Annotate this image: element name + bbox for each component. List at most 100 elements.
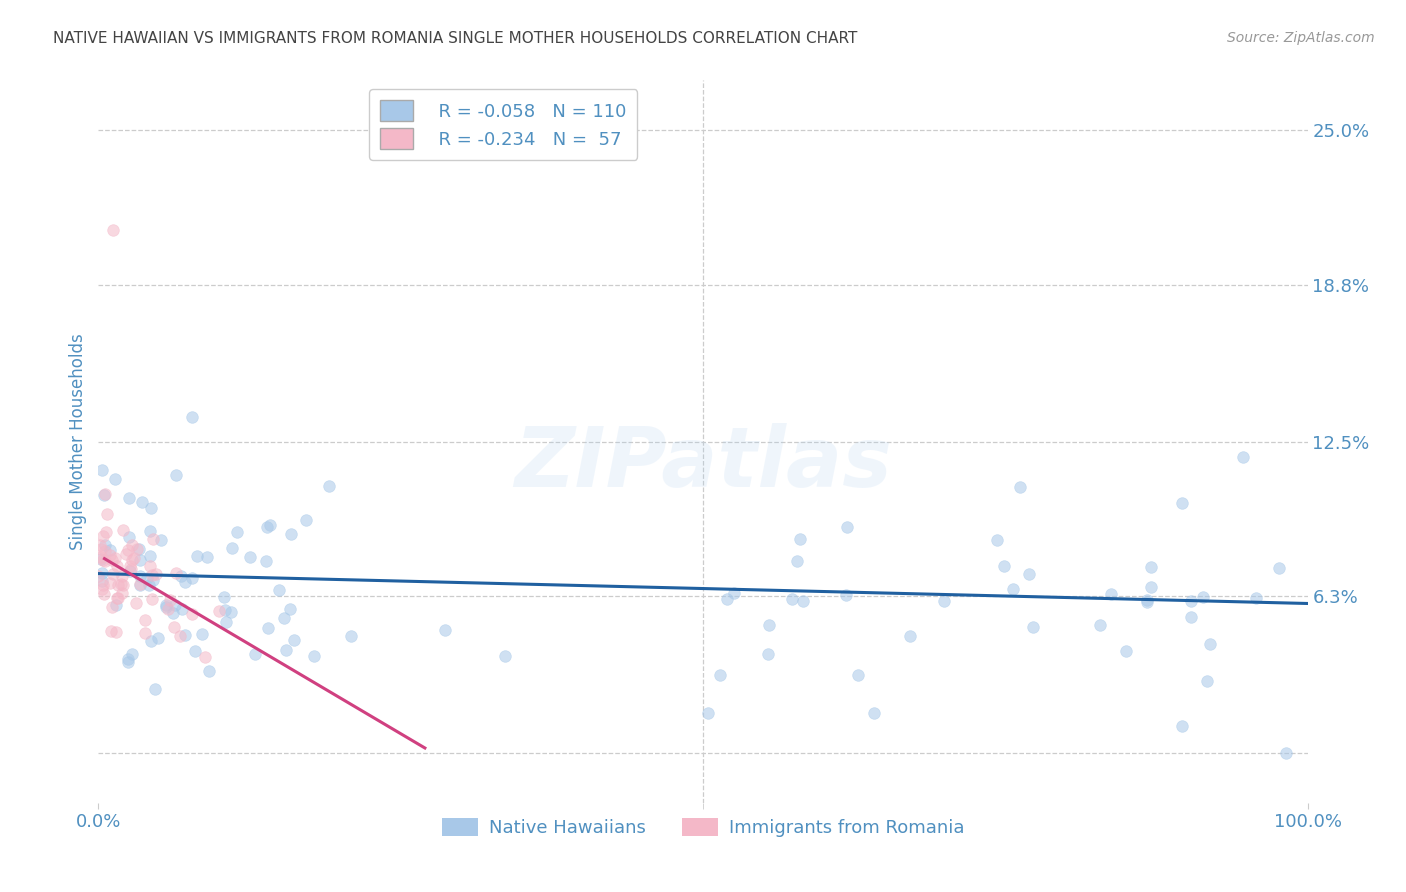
Point [494, 648, 516, 663]
Point [134, 626, 156, 640]
Point [139, 549, 162, 563]
Point [1199, 637, 1222, 651]
Point [93, 553, 115, 567]
Point [94, 553, 117, 567]
Point [139, 524, 162, 538]
Point [104, 473, 127, 487]
Point [139, 501, 162, 516]
Point [125, 596, 148, 610]
Point [148, 632, 170, 646]
Point [1099, 587, 1122, 601]
Point [340, 629, 363, 643]
Point [155, 599, 177, 614]
Point [283, 632, 305, 647]
Point [90, 582, 112, 596]
Point [91, 529, 114, 543]
Point [90, 542, 112, 557]
Point [89, 538, 111, 552]
Point [278, 602, 301, 616]
Point [1139, 560, 1161, 574]
Point [221, 605, 243, 619]
Point [163, 599, 186, 613]
Point [1195, 673, 1218, 688]
Point [128, 552, 150, 566]
Point [191, 627, 214, 641]
Point [786, 554, 808, 568]
Point [91, 578, 114, 592]
Point [105, 559, 128, 574]
Point [87, 569, 110, 583]
Point [318, 479, 340, 493]
Point [273, 611, 295, 625]
Point [723, 585, 745, 599]
Point [129, 578, 152, 592]
Point [758, 618, 780, 632]
Text: ZIPatlas: ZIPatlas [515, 423, 891, 504]
Point [1232, 450, 1254, 464]
Point [792, 594, 814, 608]
Point [105, 591, 128, 606]
Point [898, 629, 921, 643]
Point [101, 600, 124, 615]
Point [155, 598, 177, 612]
Point [225, 525, 247, 540]
Point [94, 538, 117, 552]
Point [118, 565, 141, 579]
Point [104, 598, 127, 612]
Point [111, 577, 134, 591]
Point [245, 647, 267, 661]
Point [186, 549, 208, 563]
Point [1001, 582, 1024, 596]
Point [280, 527, 302, 541]
Point [986, 533, 1008, 547]
Point [212, 591, 235, 605]
Point [96, 507, 118, 521]
Point [294, 513, 316, 527]
Point [117, 542, 139, 557]
Point [1115, 643, 1137, 657]
Text: Source: ZipAtlas.com: Source: ZipAtlas.com [1227, 31, 1375, 45]
Point [165, 468, 187, 483]
Point [1090, 617, 1112, 632]
Point [215, 615, 238, 629]
Point [835, 520, 858, 534]
Point [101, 223, 124, 237]
Point [1171, 719, 1194, 733]
Point [1244, 591, 1267, 605]
Point [141, 568, 163, 582]
Point [101, 567, 124, 582]
Point [1136, 593, 1159, 607]
Point [1136, 595, 1159, 609]
Point [125, 541, 148, 556]
Point [239, 550, 262, 565]
Legend: Native Hawaiians, Immigrants from Romania: Native Hawaiians, Immigrants from Romani… [434, 811, 972, 845]
Point [121, 538, 143, 552]
Point [139, 634, 162, 648]
Y-axis label: Single Mother Households: Single Mother Households [69, 334, 87, 549]
Point [166, 566, 188, 580]
Point [98, 543, 121, 558]
Point [276, 642, 298, 657]
Point [118, 558, 141, 573]
Point [112, 523, 135, 537]
Point [111, 569, 134, 583]
Point [120, 562, 142, 576]
Point [173, 628, 195, 642]
Text: NATIVE HAWAIIAN VS IMMIGRANTS FROM ROMANIA SINGLE MOTHER HOUSEHOLDS CORRELATION : NATIVE HAWAIIAN VS IMMIGRANTS FROM ROMAN… [53, 31, 858, 46]
Point [149, 533, 172, 547]
Point [1171, 495, 1194, 509]
Point [110, 576, 132, 591]
Point [214, 603, 236, 617]
Point [110, 586, 132, 600]
Point [129, 569, 152, 583]
Point [758, 647, 780, 661]
Point [136, 571, 159, 585]
Point [254, 554, 277, 568]
Point [170, 569, 193, 583]
Point [1275, 746, 1298, 760]
Point [181, 409, 204, 424]
Point [121, 647, 143, 661]
Point [122, 551, 145, 566]
Point [993, 558, 1015, 573]
Point [170, 601, 193, 615]
